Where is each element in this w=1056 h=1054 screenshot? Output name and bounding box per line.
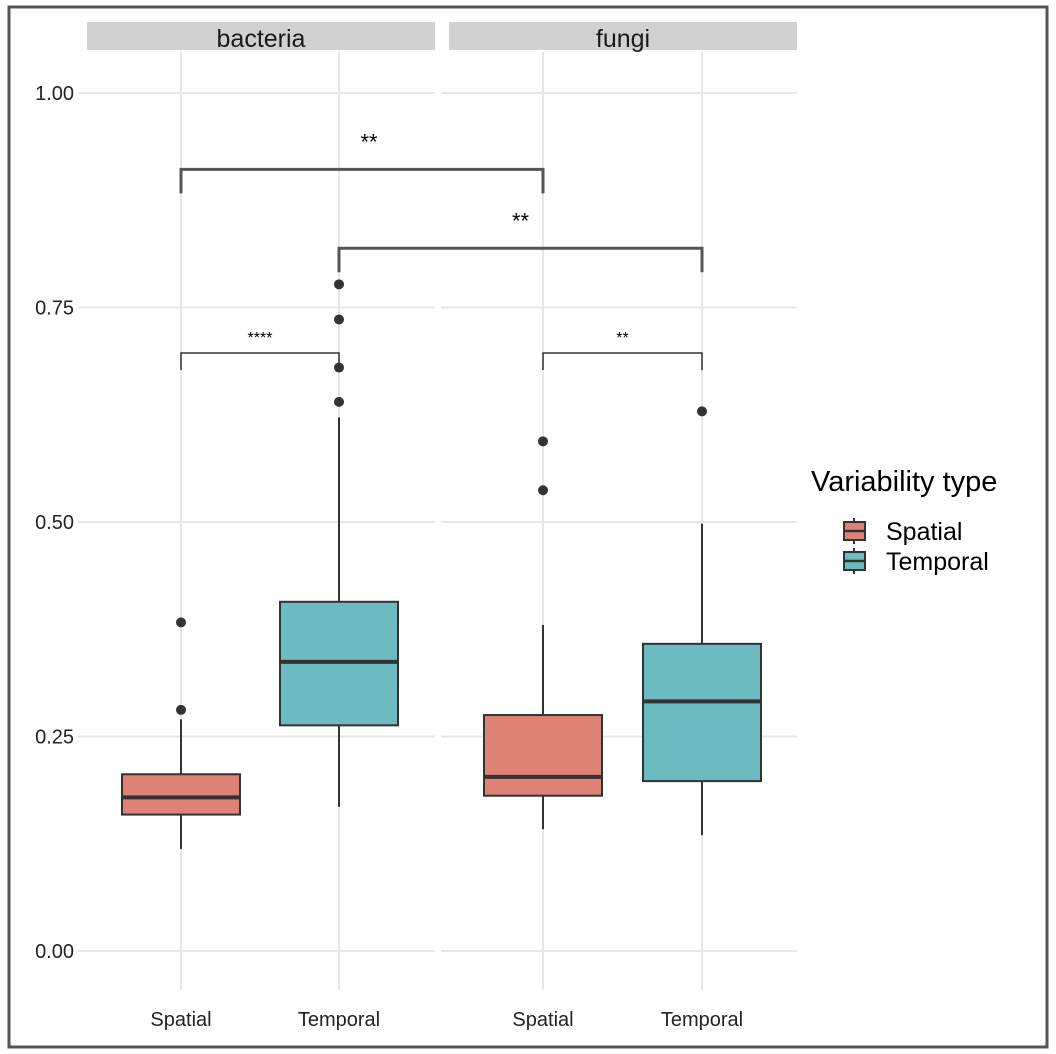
bracket-line <box>542 352 703 370</box>
box-fungi-temporal <box>642 406 762 836</box>
legend-title: Variability type <box>811 466 997 498</box>
legend-label: Temporal <box>886 548 989 576</box>
boxes-layer <box>121 279 762 849</box>
facet-strip-label: fungi <box>596 25 650 53</box>
x-tick-label: Temporal <box>661 1009 743 1031</box>
box-fungi-spatial <box>483 436 603 830</box>
significance-bracket: ** <box>542 330 703 370</box>
y-tick-label: 0.00 <box>35 941 74 963</box>
bracket-line <box>179 167 545 194</box>
significance-bracket: **** <box>180 330 340 370</box>
legend-entry: Spatial <box>843 518 962 546</box>
significance-label: ** <box>616 330 628 347</box>
bracket-line <box>337 246 704 273</box>
outlier-point <box>538 485 548 496</box>
legend-label: Spatial <box>886 518 962 546</box>
facet-strip <box>87 22 435 50</box>
y-tick-label: 0.75 <box>35 298 74 320</box>
x-tick-label: Spatial <box>512 1009 573 1031</box>
x-tick-label: Spatial <box>150 1009 211 1031</box>
bracket-line <box>180 352 340 370</box>
outlier-point <box>334 314 344 325</box>
y-tick-label: 1.00 <box>35 83 74 105</box>
significance-layer: **** ****** <box>179 129 704 370</box>
facet-strips: bacteria fungi <box>87 22 797 53</box>
facet-strip-label: bacteria <box>217 25 306 53</box>
significance-bracket: ** <box>337 208 704 273</box>
box-iqr <box>483 714 603 797</box>
box-bacteria-temporal <box>279 279 399 807</box>
outlier-point <box>697 406 707 417</box>
outlier-point <box>538 436 548 447</box>
box-iqr <box>642 642 762 783</box>
significance-label: **** <box>248 330 273 347</box>
x-tick-label: Temporal <box>298 1009 380 1031</box>
outlier-point <box>334 279 344 290</box>
outlier-point <box>176 617 186 628</box>
significance-label: ** <box>512 208 530 233</box>
legend-entry: Temporal <box>843 548 989 576</box>
y-tick-label: 0.50 <box>35 512 74 534</box>
outlier-point <box>334 396 344 407</box>
outlier-point <box>176 704 186 715</box>
significance-label: ** <box>360 129 378 154</box>
facet-strip <box>449 22 797 50</box>
axis-layer: 0.00 0.25 0.50 0.75 1.00 Spatial Temporal Spati… <box>35 83 743 1031</box>
box-bacteria-spatial <box>121 617 241 849</box>
y-tick-label: 0.25 <box>35 727 74 749</box>
box-iqr <box>121 773 241 816</box>
significance-bracket: ** <box>179 129 545 194</box>
